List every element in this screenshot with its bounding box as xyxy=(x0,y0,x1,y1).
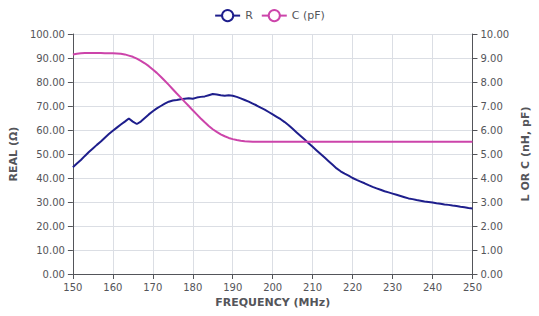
svg-text:REAL (Ω): REAL (Ω) xyxy=(7,127,20,182)
svg-text:240: 240 xyxy=(423,282,442,293)
svg-text:200: 200 xyxy=(263,282,282,293)
svg-text:6.00: 6.00 xyxy=(480,125,502,136)
svg-text:FREQUENCY (MHz): FREQUENCY (MHz) xyxy=(215,296,330,309)
svg-text:220: 220 xyxy=(343,282,362,293)
svg-text:C (pF): C (pF) xyxy=(292,9,325,22)
svg-text:0.00: 0.00 xyxy=(480,269,502,280)
svg-text:150: 150 xyxy=(63,282,82,293)
svg-text:230: 230 xyxy=(383,282,402,293)
svg-text:3.00: 3.00 xyxy=(480,197,502,208)
svg-text:50.00: 50.00 xyxy=(36,149,65,160)
svg-text:5.00: 5.00 xyxy=(480,149,502,160)
svg-text:R: R xyxy=(245,9,253,22)
svg-text:190: 190 xyxy=(223,282,242,293)
svg-text:L OR C (nH, pF): L OR C (nH, pF) xyxy=(519,107,532,202)
svg-text:30.00: 30.00 xyxy=(36,197,65,208)
svg-text:1.00: 1.00 xyxy=(480,245,502,256)
svg-text:180: 180 xyxy=(183,282,202,293)
svg-text:70.00: 70.00 xyxy=(36,101,65,112)
svg-text:10.00: 10.00 xyxy=(36,245,65,256)
svg-text:80.00: 80.00 xyxy=(36,77,65,88)
svg-text:170: 170 xyxy=(143,282,162,293)
svg-text:60.00: 60.00 xyxy=(36,125,65,136)
svg-text:7.00: 7.00 xyxy=(480,101,502,112)
svg-text:250: 250 xyxy=(463,282,482,293)
svg-text:9.00: 9.00 xyxy=(480,53,502,64)
svg-text:8.00: 8.00 xyxy=(480,77,502,88)
svg-text:2.00: 2.00 xyxy=(480,221,502,232)
svg-text:90.00: 90.00 xyxy=(36,53,65,64)
svg-text:210: 210 xyxy=(303,282,322,293)
svg-text:0.00: 0.00 xyxy=(43,269,65,280)
svg-text:160: 160 xyxy=(103,282,122,293)
svg-text:4.00: 4.00 xyxy=(480,173,502,184)
svg-text:100.00: 100.00 xyxy=(30,29,65,40)
svg-text:10.00: 10.00 xyxy=(480,29,509,40)
svg-text:40.00: 40.00 xyxy=(36,173,65,184)
svg-text:20.00: 20.00 xyxy=(36,221,65,232)
